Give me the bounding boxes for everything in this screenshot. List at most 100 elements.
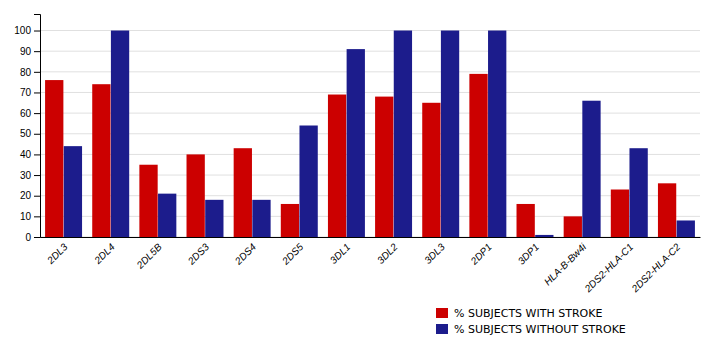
bar bbox=[205, 200, 223, 237]
bar bbox=[441, 31, 459, 237]
bar bbox=[535, 235, 553, 237]
tick: 60 bbox=[20, 108, 40, 119]
tick: 20 bbox=[20, 190, 40, 201]
bar bbox=[45, 80, 63, 237]
grid-line bbox=[40, 154, 700, 155]
tick-label: 40 bbox=[20, 149, 32, 160]
grid-line bbox=[40, 51, 700, 52]
grid-line bbox=[40, 195, 700, 196]
bars bbox=[45, 31, 695, 237]
grid-line bbox=[40, 92, 700, 93]
plot: 01020304050607080901002DL32DL42DL5B2DS32… bbox=[14, 15, 700, 295]
tick-label: 3DL1 bbox=[328, 241, 353, 266]
tick: 2DS4 bbox=[232, 237, 258, 267]
legend-swatch bbox=[436, 324, 448, 334]
bar bbox=[299, 126, 317, 238]
bar bbox=[139, 165, 157, 237]
tick: 3DL2 bbox=[375, 237, 400, 266]
bar-series bbox=[64, 31, 695, 237]
tick: 0 bbox=[25, 232, 40, 243]
tick: 2DL3 bbox=[44, 237, 70, 267]
tick: 2DL5B bbox=[134, 237, 164, 271]
tick-label: 2DL5B bbox=[134, 241, 164, 271]
tick: 2DP1 bbox=[468, 237, 494, 267]
bar bbox=[677, 220, 695, 237]
tick: 40 bbox=[20, 149, 40, 160]
tick-label: 3DL2 bbox=[375, 241, 400, 266]
tick: 3DP1 bbox=[516, 237, 541, 267]
grid-line bbox=[40, 30, 700, 31]
bar bbox=[158, 194, 176, 237]
tick: HLA-B-Bw4i bbox=[542, 237, 589, 288]
tick-mark bbox=[34, 31, 40, 32]
bar bbox=[517, 204, 535, 237]
legend-swatch bbox=[436, 308, 448, 318]
chart: 01020304050607080901002DL32DL42DL5B2DS32… bbox=[0, 0, 720, 349]
tick-label: 2DL3 bbox=[44, 241, 70, 267]
grid-line bbox=[40, 71, 700, 72]
grid-line bbox=[40, 237, 700, 238]
tick-mark bbox=[34, 72, 40, 73]
tick-label: 90 bbox=[20, 46, 32, 57]
tick-label: 30 bbox=[20, 170, 32, 181]
tick-label: 20 bbox=[20, 190, 32, 201]
bar bbox=[234, 148, 252, 237]
x-axis: 2DL3 2DL4 2DL5B 2DS3 2DS4 2DS5 3DL1 3DL2 3DL3 2DP… bbox=[41, 237, 701, 295]
tick-label: 2DL4 bbox=[91, 241, 117, 267]
tick-label: 50 bbox=[20, 128, 32, 139]
tick: 70 bbox=[20, 87, 40, 98]
bar bbox=[64, 146, 82, 237]
bar bbox=[629, 148, 647, 237]
axis-line bbox=[41, 237, 701, 238]
grid-line bbox=[40, 133, 700, 134]
bar bbox=[422, 103, 440, 237]
grid bbox=[40, 31, 700, 237]
bar bbox=[92, 84, 110, 237]
bar bbox=[564, 216, 582, 237]
legend-label: % SUBJECTS WITH STROKE bbox=[454, 307, 602, 320]
tick-mark bbox=[34, 216, 40, 217]
tick: 10 bbox=[20, 211, 40, 222]
tick-mark bbox=[34, 113, 40, 114]
bar bbox=[252, 200, 270, 237]
bar bbox=[375, 97, 393, 237]
tick-label: 2DS4 bbox=[232, 241, 258, 267]
grid-line bbox=[40, 113, 700, 114]
tick: 80 bbox=[20, 67, 40, 78]
grid-line bbox=[40, 216, 700, 217]
bar bbox=[328, 95, 346, 237]
tick: 3DL1 bbox=[328, 237, 353, 266]
grid-line bbox=[40, 175, 700, 176]
y-axis: 0 10 20 30 40 50 60 70 80 90 100 bbox=[14, 15, 40, 243]
tick-label: 0 bbox=[25, 232, 31, 243]
tick-mark bbox=[34, 196, 40, 197]
tick-label: 70 bbox=[20, 87, 32, 98]
tick-label: HLA-B-Bw4i bbox=[542, 241, 589, 288]
tick-label: 2DS3 bbox=[185, 241, 211, 267]
tick-label: 100 bbox=[14, 25, 31, 36]
bar bbox=[281, 204, 299, 237]
bar bbox=[394, 31, 412, 237]
tick: 30 bbox=[20, 170, 40, 181]
bar bbox=[658, 183, 676, 237]
legend-item: % SUBJECTS WITH STROKE bbox=[436, 307, 602, 320]
tick-label: 2DS5 bbox=[279, 241, 305, 267]
tick-label: 3DP1 bbox=[516, 241, 541, 266]
tick: 100 bbox=[14, 25, 40, 36]
tick-label: 2DP1 bbox=[468, 241, 494, 267]
bar bbox=[111, 31, 129, 237]
legend: % SUBJECTS WITH STROKE % SUBJECTS WITHOUT… bbox=[436, 307, 626, 336]
tick: 50 bbox=[20, 128, 40, 139]
legend-item: % SUBJECTS WITHOUT STROKE bbox=[436, 323, 626, 336]
tick-mark bbox=[34, 51, 40, 52]
tick-mark bbox=[34, 175, 40, 176]
tick-mark bbox=[34, 237, 40, 238]
tick-label: 60 bbox=[20, 108, 32, 119]
tick: 2DS2-HLA-C1 bbox=[582, 237, 636, 295]
tick: 2DS2-HLA-C2 bbox=[629, 237, 683, 295]
tick: 3DL3 bbox=[422, 237, 447, 266]
tick-label: 3DL3 bbox=[422, 241, 447, 266]
tick: 2DS3 bbox=[185, 237, 211, 267]
tick-label: 80 bbox=[20, 67, 32, 78]
bar bbox=[187, 154, 205, 237]
